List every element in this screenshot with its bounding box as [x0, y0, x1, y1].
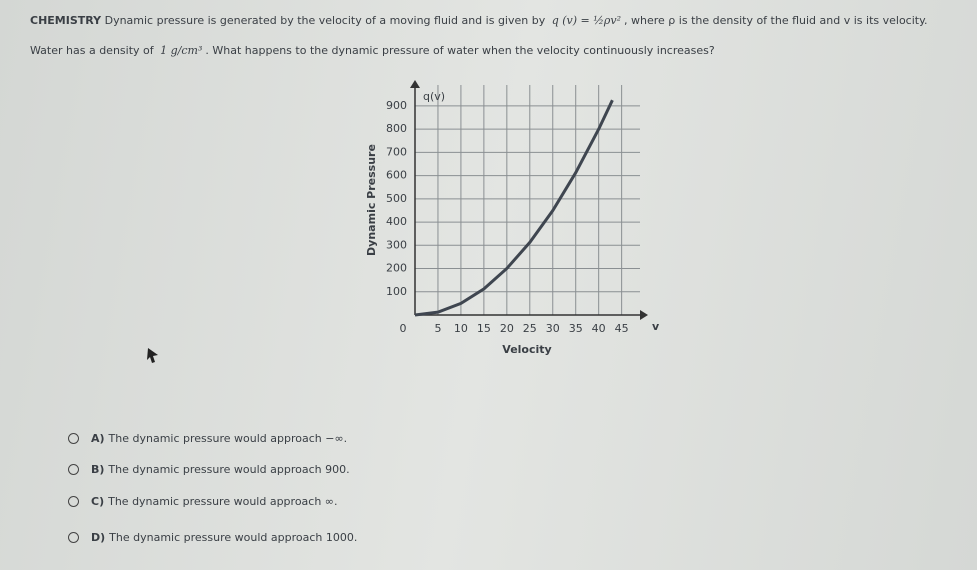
y-tick-label: 600 [386, 169, 407, 182]
x-axis-arrow [640, 310, 648, 320]
x-tick-label: 45 [615, 322, 629, 335]
density: 1 g/cm³ [160, 44, 203, 57]
x-tick-label: 35 [569, 322, 583, 335]
y-axis-arrow [410, 80, 420, 88]
option[interactable]: D) The dynamic pressure would approach 10… [68, 531, 357, 544]
question-line-2: Water has a density of 1 g/cm³. What hap… [30, 44, 715, 57]
y-tick-label: 100 [386, 285, 407, 298]
question-text: Dynamic pressure is generated by the vel… [104, 14, 546, 27]
subject: CHEMISTRY [30, 14, 102, 27]
question-line-1: CHEMISTRY Dynamic pressure is generated … [30, 14, 928, 27]
y-tick-label: 800 [386, 122, 407, 135]
option-text: The dynamic pressure would approach −∞. [108, 432, 348, 445]
option[interactable]: C) The dynamic pressure would approach ∞. [68, 495, 337, 508]
radio[interactable] [68, 433, 79, 444]
option-text: The dynamic pressure would approach ∞. [108, 495, 338, 508]
x-tick-label: 30 [546, 322, 560, 335]
formula: q (v) = ½ρv² [551, 14, 622, 27]
option[interactable]: A) The dynamic pressure would approach −∞… [68, 432, 347, 445]
option-letter: C) [91, 495, 105, 508]
x-tick-label: 15 [477, 322, 491, 335]
option-text: The dynamic pressure would approach 1000… [109, 531, 358, 544]
question-text: , where ρ is the density of the fluid an… [624, 14, 928, 27]
radio[interactable] [68, 464, 79, 475]
option-text: The dynamic pressure would approach 900. [108, 463, 350, 476]
option-letter: A) [91, 432, 105, 445]
question-text: Water has a density of [30, 44, 154, 57]
y-tick-label: 200 [386, 262, 407, 275]
x-tick-label: 10 [454, 322, 468, 335]
radio[interactable] [68, 532, 79, 543]
x-tick-label: 0 [400, 322, 407, 335]
y-title: Dynamic Pressure [365, 144, 378, 256]
x-tick-label: 20 [500, 322, 514, 335]
y-tick-label: 300 [386, 238, 407, 251]
x-tick-label: 5 [434, 322, 441, 335]
radio[interactable] [68, 496, 79, 507]
option-letter: D) [91, 531, 106, 544]
option-letter: B) [91, 463, 105, 476]
x-axis-label: v [652, 320, 660, 333]
y-tick-label: 700 [386, 145, 407, 158]
cursor [147, 348, 158, 363]
y-tick-label: 500 [386, 192, 407, 205]
y-tick-label: 400 [386, 215, 407, 228]
question-text: . What happens to the dynamic pressure o… [205, 44, 715, 57]
curve [414, 99, 614, 317]
x-tick-label: 40 [592, 322, 606, 335]
y-tick-label: 900 [386, 99, 407, 112]
x-title: Velocity [502, 343, 551, 356]
y-axis-label: q(v) [423, 90, 445, 103]
option[interactable]: B) The dynamic pressure would approach 90… [68, 463, 350, 476]
x-tick-label: 25 [523, 322, 537, 335]
